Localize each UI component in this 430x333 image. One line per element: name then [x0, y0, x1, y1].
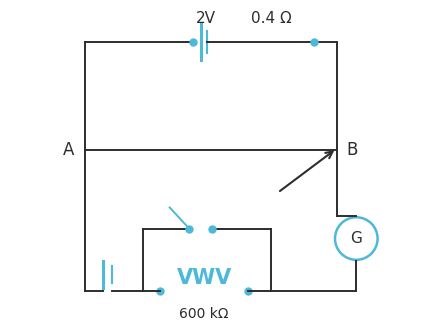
Text: B: B — [346, 141, 357, 159]
Text: 600 kΩ: 600 kΩ — [179, 307, 228, 321]
Text: A: A — [63, 141, 74, 159]
Text: 2V: 2V — [195, 11, 215, 26]
Text: VWV: VWV — [176, 268, 231, 288]
Text: 0.4 Ω: 0.4 Ω — [250, 11, 291, 26]
Text: G: G — [350, 231, 361, 246]
